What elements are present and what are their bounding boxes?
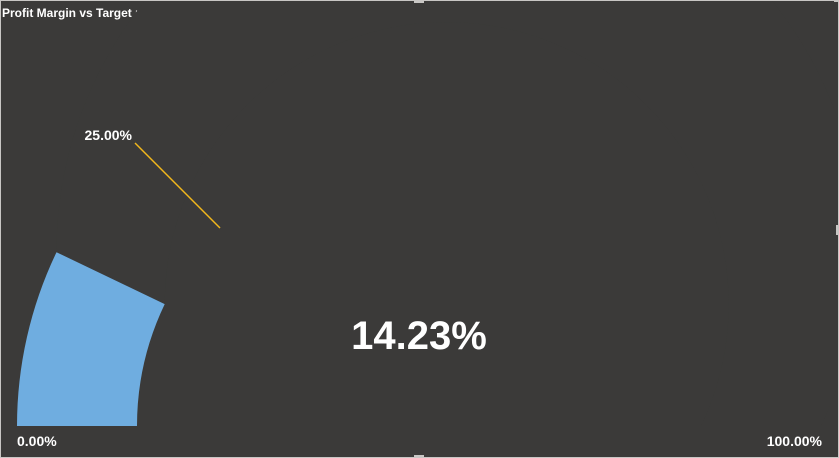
- resize-handle-top-right[interactable]: [834, 0, 839, 6]
- resize-handle-top[interactable]: [414, 0, 424, 3]
- resize-handle-bottom-right[interactable]: [834, 453, 839, 458]
- gauge-min-label: 0.00%: [17, 433, 57, 449]
- gauge-target-label: 25.00%: [85, 127, 133, 143]
- gauge-value-arc: [17, 252, 165, 426]
- gauge-target-line: [134, 142, 221, 229]
- gauge-track: [56, 1, 838, 426]
- gauge-max-label: 100.00%: [767, 433, 823, 449]
- resize-handle-bottom[interactable]: [414, 455, 424, 458]
- gauge-value-label: 14.23%: [351, 314, 487, 358]
- resize-handle-right[interactable]: [836, 225, 839, 235]
